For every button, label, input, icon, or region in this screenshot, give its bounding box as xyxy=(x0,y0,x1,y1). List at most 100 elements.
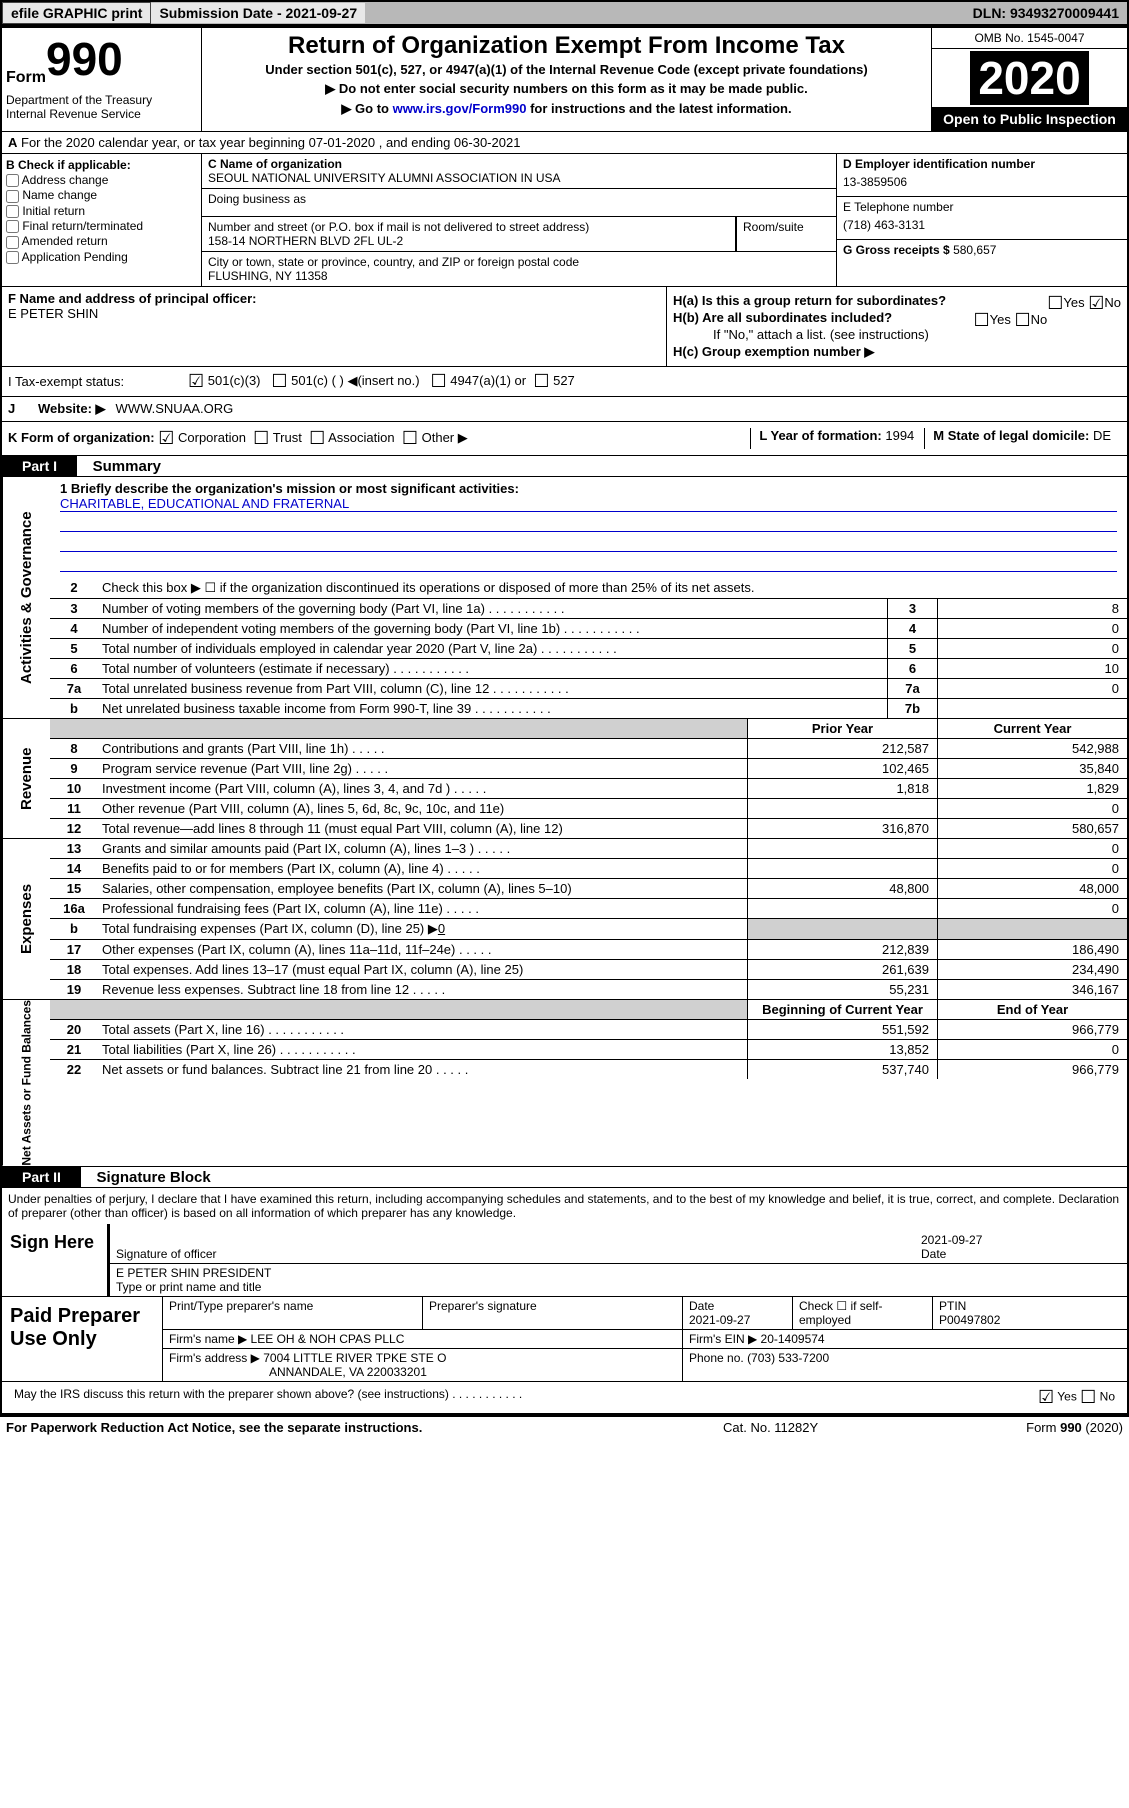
paid-preparer-label: Paid Preparer Use Only xyxy=(2,1297,162,1381)
line2: Check this box ▶ ☐ if the organization d… xyxy=(98,578,1127,598)
p16a xyxy=(747,899,937,918)
form-inst2: ▶ Go to www.irs.gov/Form990 for instruct… xyxy=(210,101,923,117)
ein-value: 13-3859506 xyxy=(843,171,1121,193)
discuss-yes[interactable]: ☑ xyxy=(1038,1387,1054,1407)
discuss-no[interactable]: ☐ xyxy=(1080,1387,1096,1407)
chk-address-change[interactable] xyxy=(6,174,19,187)
ha-label: H(a) Is this a group return for subordin… xyxy=(673,293,946,308)
part2-header: Part II xyxy=(2,1167,81,1187)
line14: Benefits paid to or for members (Part IX… xyxy=(98,859,747,878)
c8: 542,988 xyxy=(937,739,1127,758)
declaration-text: Under penalties of perjury, I declare th… xyxy=(2,1188,1127,1224)
ein-label: D Employer identification number xyxy=(843,157,1121,171)
c14: 0 xyxy=(937,859,1127,878)
paperwork-notice: For Paperwork Reduction Act Notice, see … xyxy=(6,1420,723,1435)
hdr-form-number: Form990 Department of the Treasury Inter… xyxy=(2,28,202,131)
dept-label: Department of the Treasury Internal Reve… xyxy=(6,93,197,121)
p19: 55,231 xyxy=(747,980,937,999)
hc-label: H(c) Group exemption number ▶ xyxy=(673,344,874,359)
chk-pending[interactable] xyxy=(6,251,19,264)
line7a: Total unrelated business revenue from Pa… xyxy=(98,679,887,698)
p14 xyxy=(747,859,937,878)
hdr-title-block: Return of Organization Exempt From Incom… xyxy=(202,28,932,131)
c17: 186,490 xyxy=(937,940,1127,959)
form-990: Form990 Department of the Treasury Inter… xyxy=(0,26,1129,1416)
city-state-zip: FLUSHING, NY 11358 xyxy=(208,269,830,283)
end-year-hdr: End of Year xyxy=(937,1000,1127,1019)
gross-value: 580,657 xyxy=(953,243,996,257)
chk-initial-return[interactable] xyxy=(6,205,19,218)
c20: 966,779 xyxy=(937,1020,1127,1039)
beg-year-hdr: Beginning of Current Year xyxy=(747,1000,937,1019)
chk-trust[interactable]: ☐ xyxy=(253,428,269,448)
dln: DLN: 93493270009441 xyxy=(965,3,1127,23)
line7b: Net unrelated business taxable income fr… xyxy=(98,699,887,718)
chk-assoc[interactable]: ☐ xyxy=(309,428,325,448)
c13: 0 xyxy=(937,839,1127,858)
chk-final-return[interactable] xyxy=(6,220,19,233)
form-ref: Form 990 (2020) xyxy=(923,1420,1123,1435)
city-label: City or town, state or province, country… xyxy=(208,255,830,269)
chk-527[interactable]: ☐ xyxy=(533,371,549,391)
open-inspection: Open to Public Inspection xyxy=(932,107,1127,131)
line8: Contributions and grants (Part VIII, lin… xyxy=(98,739,747,758)
c16a: 0 xyxy=(937,899,1127,918)
efile-btn[interactable]: efile GRAPHIC print xyxy=(2,2,151,24)
prep-date: 2021-09-27 xyxy=(689,1313,786,1327)
vbar-expenses: Expenses xyxy=(2,839,50,999)
val5: 0 xyxy=(937,639,1127,658)
p11 xyxy=(747,799,937,818)
p20: 551,592 xyxy=(747,1020,937,1039)
chk-name-change[interactable] xyxy=(6,190,19,203)
firm-addr1: 7004 LITTLE RIVER TPKE STE O xyxy=(263,1351,446,1365)
chk-4947[interactable]: ☐ xyxy=(430,371,446,391)
line17: Other expenses (Part IX, column (A), lin… xyxy=(98,940,747,959)
curr-year-hdr: Current Year xyxy=(937,719,1127,738)
org-name: SEOUL NATIONAL UNIVERSITY ALUMNI ASSOCIA… xyxy=(208,171,830,185)
c12: 580,657 xyxy=(937,819,1127,838)
year-formed: 1994 xyxy=(885,428,914,443)
chk-501c3[interactable]: ☑ xyxy=(188,371,204,391)
org-name-label: C Name of organization xyxy=(208,157,830,171)
val6: 10 xyxy=(937,659,1127,678)
b-label: B Check if applicable: xyxy=(6,158,197,172)
prep-name-label: Print/Type preparer's name xyxy=(162,1297,422,1329)
hdr-year-block: OMB No. 1545-0047 2020 Open to Public In… xyxy=(932,28,1127,131)
line15: Salaries, other compensation, employee b… xyxy=(98,879,747,898)
chk-amended[interactable] xyxy=(6,236,19,249)
footer: For Paperwork Reduction Act Notice, see … xyxy=(0,1416,1129,1438)
part1-title: Summary xyxy=(81,458,161,475)
irs-link[interactable]: www.irs.gov/Form990 xyxy=(393,101,527,116)
room-label: Room/suite xyxy=(736,217,836,251)
website-label: Website: ▶ xyxy=(38,401,106,417)
c11: 0 xyxy=(937,799,1127,818)
p15: 48,800 xyxy=(747,879,937,898)
hb-note: If "No," attach a list. (see instruction… xyxy=(673,327,1121,342)
line13: Grants and similar amounts paid (Part IX… xyxy=(98,839,747,858)
line3: Number of voting members of the governin… xyxy=(98,599,887,618)
val7a: 0 xyxy=(937,679,1127,698)
mission-text: CHARITABLE, EDUCATIONAL AND FRATERNAL xyxy=(60,496,1117,512)
discuss-question: May the IRS discuss this return with the… xyxy=(8,1385,1032,1410)
section-i: I Tax-exempt status: ☑ 501(c)(3) ☐ 501(c… xyxy=(2,366,1127,397)
chk-501c[interactable]: ☐ xyxy=(271,371,287,391)
c19: 346,167 xyxy=(937,980,1127,999)
phone-value: (718) 463-3131 xyxy=(843,214,1121,236)
chk-other[interactable]: ☐ xyxy=(402,428,418,448)
part1-header: Part I xyxy=(2,456,77,476)
addr-label: Number and street (or P.O. box if mail i… xyxy=(208,220,729,234)
prep-sig-label: Preparer's signature xyxy=(422,1297,682,1329)
val3: 8 xyxy=(937,599,1127,618)
tax-year: 2020 xyxy=(970,51,1088,105)
chk-corp[interactable]: ☑ xyxy=(158,428,174,448)
c18: 234,490 xyxy=(937,960,1127,979)
c10: 1,829 xyxy=(937,779,1127,798)
form-inst1: ▶ Do not enter social security numbers o… xyxy=(210,81,923,97)
p9: 102,465 xyxy=(747,759,937,778)
line21: Total liabilities (Part X, line 26) xyxy=(98,1040,747,1059)
val7b xyxy=(937,699,1127,718)
p18: 261,639 xyxy=(747,960,937,979)
self-emp-check[interactable]: Check ☐ if self-employed xyxy=(792,1297,932,1329)
line4: Number of independent voting members of … xyxy=(98,619,887,638)
line5: Total number of individuals employed in … xyxy=(98,639,887,658)
